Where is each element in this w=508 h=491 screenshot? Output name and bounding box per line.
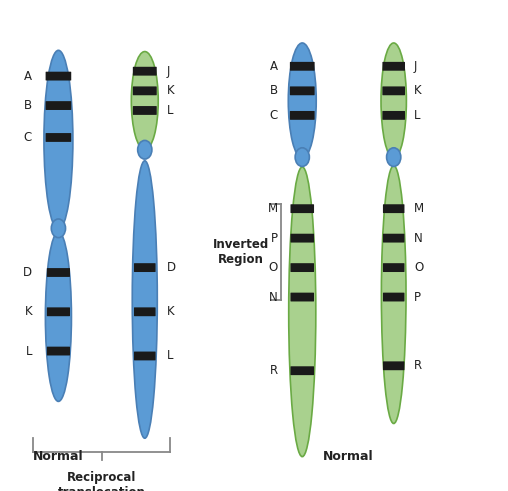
FancyBboxPatch shape [133,106,157,115]
FancyBboxPatch shape [291,293,314,301]
FancyBboxPatch shape [290,86,314,95]
Text: B: B [24,99,32,112]
Text: D: D [167,261,176,274]
Text: L: L [25,345,32,357]
FancyBboxPatch shape [133,86,157,95]
Text: K: K [167,84,174,97]
Text: J: J [167,65,170,78]
Ellipse shape [45,232,72,402]
Text: K: K [24,305,32,318]
FancyBboxPatch shape [383,361,404,370]
Text: Inverted
Region: Inverted Region [213,238,269,266]
Text: C: C [270,109,278,122]
Text: C: C [24,131,32,144]
Ellipse shape [131,52,158,150]
FancyBboxPatch shape [383,111,405,120]
Ellipse shape [138,140,152,159]
FancyBboxPatch shape [290,62,314,71]
Text: L: L [167,104,173,117]
FancyBboxPatch shape [291,234,314,243]
Ellipse shape [382,166,406,423]
FancyBboxPatch shape [134,263,155,272]
Ellipse shape [381,43,406,158]
FancyBboxPatch shape [46,72,71,81]
Text: A: A [270,60,278,73]
Ellipse shape [288,43,316,158]
FancyBboxPatch shape [46,133,71,142]
FancyBboxPatch shape [291,204,314,213]
FancyBboxPatch shape [47,347,70,355]
Text: D: D [23,266,32,279]
Text: R: R [270,364,278,377]
Ellipse shape [387,148,401,166]
FancyBboxPatch shape [47,268,70,277]
Text: N: N [414,232,423,245]
FancyBboxPatch shape [291,263,314,272]
Text: K: K [414,84,422,97]
Text: M: M [268,202,278,215]
Text: L: L [167,350,173,362]
Ellipse shape [295,148,309,166]
Text: L: L [414,109,421,122]
Text: B: B [270,84,278,97]
FancyBboxPatch shape [290,111,314,120]
Text: K: K [167,305,174,318]
FancyBboxPatch shape [133,67,157,76]
Text: Reciprocal
translocation: Reciprocal translocation [58,471,145,491]
Text: Normal: Normal [33,450,84,463]
Ellipse shape [132,161,157,438]
Ellipse shape [51,219,66,238]
Text: P: P [414,291,421,303]
FancyBboxPatch shape [383,263,404,272]
FancyBboxPatch shape [134,352,155,360]
FancyBboxPatch shape [383,293,404,301]
Ellipse shape [289,167,316,457]
FancyBboxPatch shape [46,101,71,110]
Text: A: A [24,70,32,82]
FancyBboxPatch shape [134,307,155,316]
FancyBboxPatch shape [47,307,70,316]
Text: O: O [414,261,423,274]
Text: N: N [269,291,278,303]
FancyBboxPatch shape [291,366,314,375]
Text: R: R [414,359,422,372]
FancyBboxPatch shape [383,204,404,213]
Text: O: O [269,261,278,274]
Text: P: P [271,232,278,245]
FancyBboxPatch shape [383,234,404,243]
Text: M: M [414,202,424,215]
FancyBboxPatch shape [383,62,405,71]
Text: Normal: Normal [323,450,373,463]
Ellipse shape [44,50,73,230]
FancyBboxPatch shape [383,86,405,95]
Text: J: J [414,60,418,73]
